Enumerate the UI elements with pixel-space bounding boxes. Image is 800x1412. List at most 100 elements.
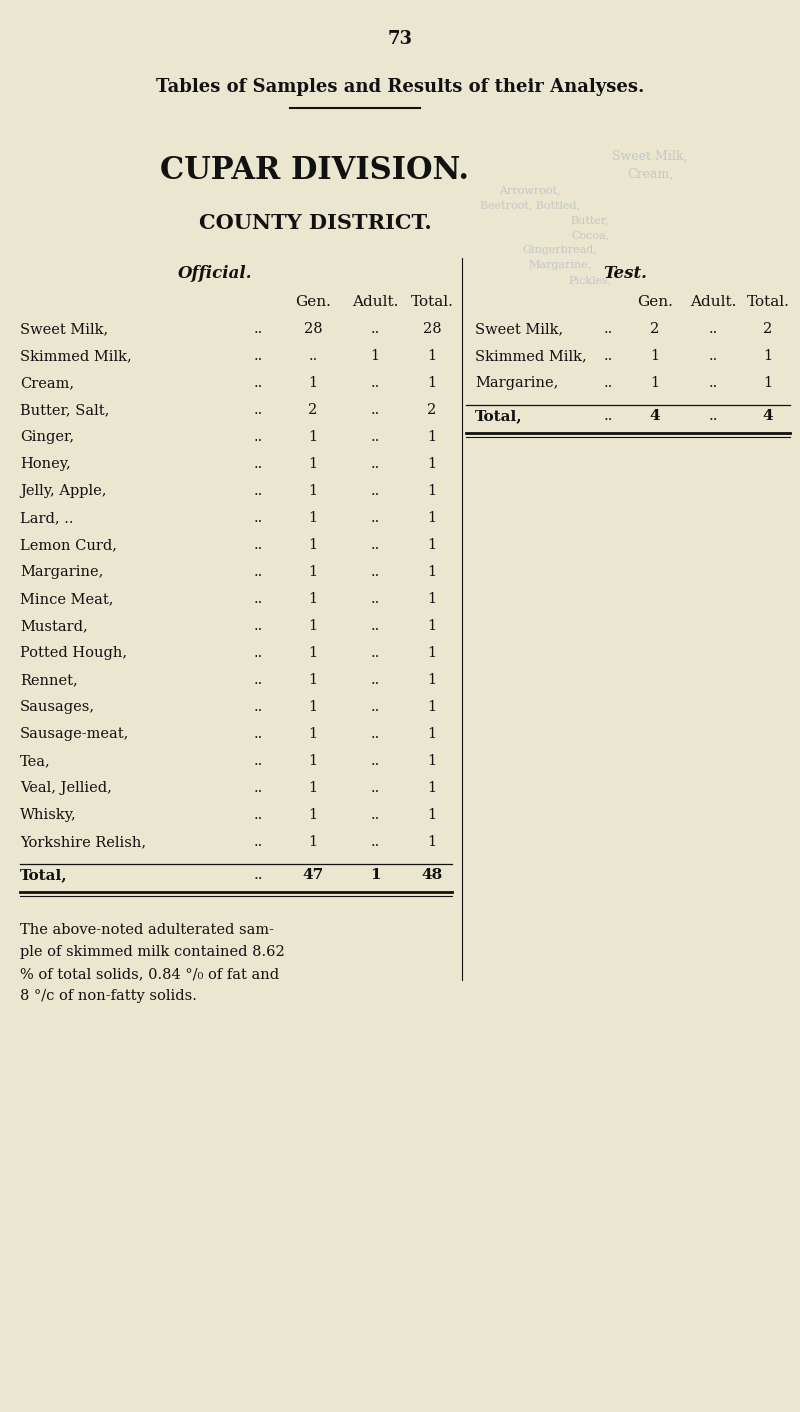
Text: ..: .. [254, 834, 262, 849]
Text: 1: 1 [309, 700, 318, 714]
Text: Gingerbread,: Gingerbread, [522, 246, 598, 256]
Text: ..: .. [370, 592, 380, 606]
Text: Beetroot, Bottled,: Beetroot, Bottled, [480, 201, 580, 210]
Text: 1: 1 [309, 647, 318, 659]
Text: ..: .. [254, 538, 262, 552]
Text: ..: .. [370, 511, 380, 525]
Text: Lard, ..: Lard, .. [20, 511, 74, 525]
Text: 1: 1 [427, 754, 437, 768]
Text: Adult.: Adult. [352, 295, 398, 309]
Text: 48: 48 [422, 868, 442, 882]
Text: 1: 1 [427, 781, 437, 795]
Text: 1: 1 [427, 808, 437, 822]
Text: ..: .. [254, 511, 262, 525]
Text: 1: 1 [370, 349, 379, 363]
Text: Sausage-meat,: Sausage-meat, [20, 727, 130, 741]
Text: ..: .. [254, 484, 262, 498]
Text: 1: 1 [763, 376, 773, 390]
Text: Gen.: Gen. [637, 295, 673, 309]
Text: Total,: Total, [475, 409, 522, 424]
Text: ..: .. [254, 754, 262, 768]
Text: 1: 1 [427, 484, 437, 498]
Text: Gen.: Gen. [295, 295, 331, 309]
Text: ..: .. [254, 431, 262, 443]
Text: ..: .. [603, 322, 613, 336]
Text: ..: .. [370, 834, 380, 849]
Text: 1: 1 [427, 457, 437, 472]
Text: Tables of Samples and Results of their Analyses.: Tables of Samples and Results of their A… [156, 78, 644, 96]
Text: 1: 1 [427, 647, 437, 659]
Text: Skimmed Milk,: Skimmed Milk, [475, 349, 586, 363]
Text: Sausages,: Sausages, [20, 700, 95, 714]
Text: Jelly, Apple,: Jelly, Apple, [20, 484, 106, 498]
Text: COUNTY DISTRICT.: COUNTY DISTRICT. [198, 213, 431, 233]
Text: ..: .. [708, 349, 718, 363]
Text: ..: .. [254, 808, 262, 822]
Text: ..: .. [254, 349, 262, 363]
Text: 1: 1 [309, 431, 318, 443]
Text: Total,: Total, [20, 868, 68, 882]
Text: ..: .. [308, 349, 318, 363]
Text: 1: 1 [309, 674, 318, 688]
Text: Total.: Total. [410, 295, 454, 309]
Text: Mince Meat,: Mince Meat, [20, 592, 114, 606]
Text: 1: 1 [370, 868, 380, 882]
Text: ..: .. [254, 781, 262, 795]
Text: 4: 4 [650, 409, 660, 424]
Text: The above-noted adulterated sam-: The above-noted adulterated sam- [20, 923, 274, 938]
Text: 1: 1 [309, 727, 318, 741]
Text: 1: 1 [309, 754, 318, 768]
Text: 1: 1 [427, 592, 437, 606]
Text: 1: 1 [427, 376, 437, 390]
Text: Test.: Test. [603, 265, 647, 282]
Text: 1: 1 [427, 700, 437, 714]
Text: CUPAR DIVISION.: CUPAR DIVISION. [161, 155, 470, 186]
Text: ..: .. [603, 409, 613, 424]
Text: 1: 1 [309, 592, 318, 606]
Text: ..: .. [254, 592, 262, 606]
Text: Ginger,: Ginger, [20, 431, 74, 443]
Text: 1: 1 [763, 349, 773, 363]
Text: Arrowroot,: Arrowroot, [499, 185, 561, 195]
Text: 1: 1 [309, 834, 318, 849]
Text: 1: 1 [427, 349, 437, 363]
Text: 1: 1 [650, 349, 659, 363]
Text: 73: 73 [387, 30, 413, 48]
Text: Sweet Milk,: Sweet Milk, [20, 322, 108, 336]
Text: Sweet Milk,: Sweet Milk, [612, 150, 688, 162]
Text: ..: .. [254, 647, 262, 659]
Text: Mustard,: Mustard, [20, 618, 88, 633]
Text: % of total solids, 0.84 °/₀ of fat and: % of total solids, 0.84 °/₀ of fat and [20, 967, 279, 981]
Text: ..: .. [370, 322, 380, 336]
Text: ..: .. [254, 868, 262, 882]
Text: Pickles,: Pickles, [568, 275, 612, 285]
Text: 1: 1 [650, 376, 659, 390]
Text: 1: 1 [427, 565, 437, 579]
Text: 1: 1 [309, 808, 318, 822]
Text: ..: .. [254, 674, 262, 688]
Text: 1: 1 [309, 457, 318, 472]
Text: Margarine,: Margarine, [528, 260, 592, 270]
Text: ..: .. [370, 402, 380, 417]
Text: Margarine,: Margarine, [475, 376, 558, 390]
Text: Cream,: Cream, [20, 376, 74, 390]
Text: 2: 2 [427, 402, 437, 417]
Text: 1: 1 [309, 484, 318, 498]
Text: 1: 1 [309, 618, 318, 633]
Text: Rennet,: Rennet, [20, 674, 78, 688]
Text: ..: .. [603, 349, 613, 363]
Text: ..: .. [603, 376, 613, 390]
Text: Adult.: Adult. [690, 295, 736, 309]
Text: ..: .. [254, 402, 262, 417]
Text: 1: 1 [427, 511, 437, 525]
Text: Veal, Jellied,: Veal, Jellied, [20, 781, 112, 795]
Text: Total.: Total. [746, 295, 790, 309]
Text: 1: 1 [309, 538, 318, 552]
Text: ..: .. [370, 538, 380, 552]
Text: 2: 2 [763, 322, 773, 336]
Text: 47: 47 [302, 868, 324, 882]
Text: Official.: Official. [178, 265, 252, 282]
Text: Potted Hough,: Potted Hough, [20, 647, 127, 659]
Text: ..: .. [370, 727, 380, 741]
Text: ..: .. [370, 565, 380, 579]
